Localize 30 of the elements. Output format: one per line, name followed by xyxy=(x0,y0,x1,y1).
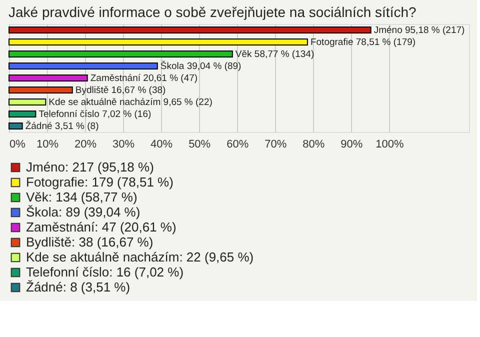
category-label: Bydliště 16,67 % (38) xyxy=(75,85,166,96)
category-label: Zaměstnání 20,61 % (47) xyxy=(90,73,198,84)
category-label: Kde se aktuálně nacházím 9,65 % (22) xyxy=(48,97,212,108)
category-label: Věk 58,77 % (134) xyxy=(235,49,314,60)
legend-label: Žádné: 8 (3,51 %) xyxy=(26,280,130,294)
legend-label: Věk: 134 (58,77 %) xyxy=(26,190,138,204)
category-label: Jméno 95,18 % (217) xyxy=(374,25,465,36)
legend-label: Jméno: 217 (95,18 %) xyxy=(26,160,154,174)
legend-label: Kde se aktuálně nacházím: 22 (9,65 %) xyxy=(26,250,254,264)
x-tick-label: 10% xyxy=(36,138,59,150)
x-tick-label: 100% xyxy=(376,138,404,150)
chart-title: Jaké pravdivé informace o sobě zveřejňujete na sociálních sítích? xyxy=(8,4,416,20)
x-tick-label: 60% xyxy=(226,138,249,150)
category-label: Škola 39,04 % (89) xyxy=(160,61,242,72)
category-label: Žádné 3,51 % (8) xyxy=(25,121,99,132)
x-tick-label: 50% xyxy=(188,138,211,150)
x-tick-label: 30% xyxy=(112,138,135,150)
x-tick-label: 20% xyxy=(74,138,97,150)
x-tick-label: 0% xyxy=(10,138,26,150)
x-tick-label: 70% xyxy=(264,138,287,150)
x-tick-label: 80% xyxy=(302,138,325,150)
x-tick-label: 40% xyxy=(150,138,173,150)
legend-label: Fotografie: 179 (78,51 %) xyxy=(26,174,174,190)
legend-label: Zaměstnání: 47 (20,61 %) xyxy=(26,220,176,234)
legend-label: Bydliště: 38 (16,67 %) xyxy=(26,234,154,250)
category-label: Fotografie 78,51 % (179) xyxy=(310,37,416,48)
category-label: Telefonní číslo 7,02 % (16) xyxy=(38,109,152,120)
legend-label: Telefonní číslo: 16 (7,02 %) xyxy=(26,264,184,280)
x-tick-label: 90% xyxy=(340,138,363,150)
legend-label: Škola: 89 (39,04 %) xyxy=(26,204,140,220)
